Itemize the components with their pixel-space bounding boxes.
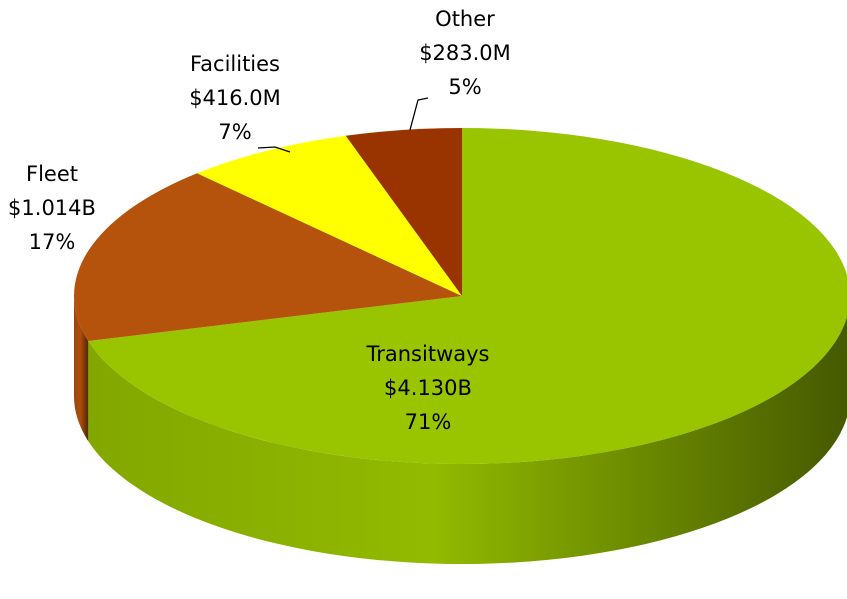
- percent-label: 5%: [448, 75, 481, 99]
- slice: [88, 128, 847, 464]
- percent-label: 7%: [218, 120, 251, 144]
- slice-side-shade: [74, 296, 89, 442]
- pie-tops: [73, 128, 847, 464]
- slice: [73, 173, 462, 342]
- leader-line: [409, 97, 429, 131]
- data-labels: Transitways $4.130B 71% Fleet $1.014B 17% Faci…: [8, 7, 511, 434]
- leader-line: [257, 146, 291, 153]
- category-label: Other: [435, 7, 495, 31]
- category-label: Transitways: [366, 342, 490, 366]
- category-label: Fleet: [26, 162, 78, 186]
- percent-label: 17%: [29, 230, 76, 254]
- value-label: $4.130B: [384, 376, 472, 400]
- percent-label: 71%: [405, 410, 452, 434]
- category-label: Facilities: [190, 52, 280, 76]
- pie-sides: [74, 296, 847, 564]
- value-label: $283.0M: [419, 41, 511, 65]
- slice: [197, 135, 462, 296]
- slice: [345, 128, 462, 296]
- slice-side-shade: [88, 316, 847, 564]
- value-label: $416.0M: [189, 86, 281, 110]
- value-label: $1.014B: [8, 196, 96, 220]
